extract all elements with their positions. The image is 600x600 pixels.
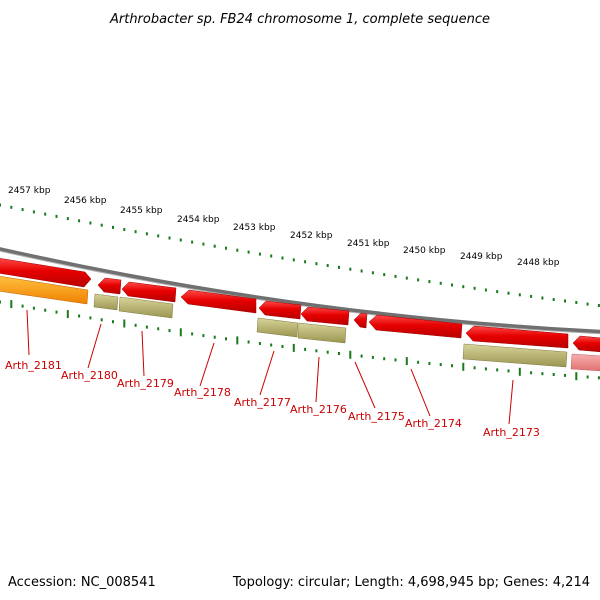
label-leader-lines bbox=[26, 309, 514, 425]
scale-label: 2453 kbp bbox=[233, 223, 276, 233]
scale-labels: 2457 kbp 2456 kbp 2455 kbp 2454 kbp 2453… bbox=[8, 186, 560, 268]
gene-feature[interactable] bbox=[572, 335, 600, 353]
gene-label[interactable]: Arth_2179 bbox=[117, 377, 174, 390]
scale-label: 2457 kbp bbox=[8, 186, 51, 196]
gene-feature[interactable] bbox=[368, 314, 463, 339]
gene-feature[interactable] bbox=[258, 300, 302, 320]
gene-label[interactable]: Arth_2180 bbox=[61, 369, 118, 382]
gene-feature[interactable] bbox=[97, 277, 122, 295]
leader-line bbox=[141, 330, 145, 377]
outer-scale-ticks bbox=[0, 203, 600, 307]
leader-line bbox=[410, 368, 431, 417]
map-title: Arthrobacter sp. FB24 chromosome 1, comp… bbox=[109, 12, 490, 27]
topology-summary-text: Topology: circular; Length: 4,698,945 bp… bbox=[232, 575, 590, 590]
scale-label: 2448 kbp bbox=[517, 258, 560, 268]
leader-line bbox=[26, 309, 30, 356]
gene-feature[interactable] bbox=[180, 289, 257, 314]
gene-feature[interactable] bbox=[570, 353, 600, 372]
gene-feature[interactable] bbox=[300, 306, 350, 326]
gene-label[interactable]: Arth_2176 bbox=[290, 403, 347, 416]
scale-label: 2450 kbp bbox=[403, 246, 446, 256]
accession-text: Accession: NC_008541 bbox=[8, 575, 156, 590]
scale-label: 2452 kbp bbox=[290, 231, 333, 241]
gene-feature[interactable] bbox=[0, 276, 89, 305]
gene-feature[interactable] bbox=[93, 293, 119, 311]
gene-labels: Arth_2181 Arth_2180 Arth_2179 Arth_2178 … bbox=[5, 359, 540, 439]
gene-feature[interactable] bbox=[256, 317, 299, 338]
gene-feature[interactable] bbox=[297, 322, 347, 344]
leader-line bbox=[259, 350, 275, 396]
gene-feature[interactable] bbox=[465, 325, 569, 349]
forward-strand-genes bbox=[0, 258, 600, 353]
gene-feature[interactable] bbox=[118, 296, 174, 319]
reverse-strand-genes bbox=[0, 276, 600, 372]
scale-label: 2451 kbp bbox=[347, 239, 390, 249]
chromosome-backbone-highlight bbox=[0, 250, 600, 335]
gene-feature[interactable] bbox=[353, 312, 368, 329]
gene-feature[interactable] bbox=[0, 258, 92, 288]
scale-label: 2455 kbp bbox=[120, 206, 163, 216]
gene-label[interactable]: Arth_2175 bbox=[348, 410, 405, 423]
gene-label[interactable]: Arth_2181 bbox=[5, 359, 62, 372]
gene-label[interactable]: Arth_2177 bbox=[234, 396, 291, 409]
gene-label[interactable]: Arth_2174 bbox=[405, 417, 462, 430]
leader-line bbox=[508, 379, 514, 425]
leader-line bbox=[199, 342, 215, 387]
leader-line bbox=[315, 356, 320, 403]
inner-scale-ticks bbox=[0, 300, 600, 381]
chromosome-backbone bbox=[0, 247, 600, 334]
scale-label: 2454 kbp bbox=[177, 215, 220, 225]
scale-label: 2449 kbp bbox=[460, 252, 503, 262]
leader-line bbox=[354, 361, 376, 409]
gene-label[interactable]: Arth_2173 bbox=[483, 426, 540, 439]
leader-line bbox=[87, 323, 102, 369]
gene-label[interactable]: Arth_2178 bbox=[174, 386, 231, 399]
gene-feature[interactable] bbox=[121, 281, 177, 303]
scale-label: 2456 kbp bbox=[64, 196, 107, 206]
gene-feature[interactable] bbox=[462, 343, 568, 368]
